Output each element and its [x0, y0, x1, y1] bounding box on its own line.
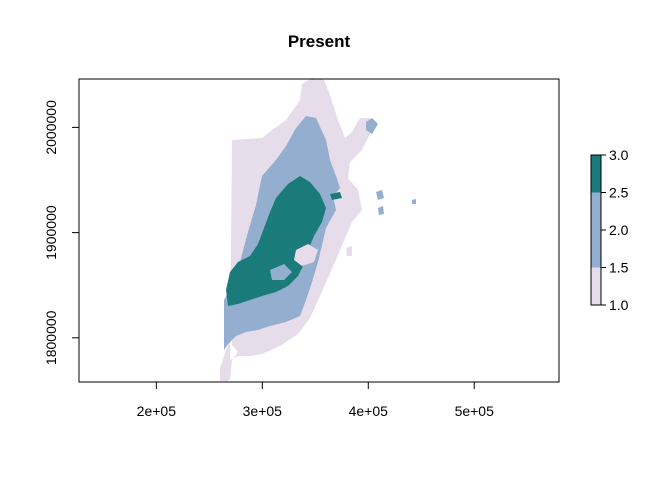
- raster-island: [376, 190, 384, 200]
- y-axis: 1800000 1900000 2000000: [43, 100, 80, 365]
- y-tick-label: 2000000: [43, 100, 59, 155]
- raster-class-3-region: [226, 176, 326, 306]
- legend-tick-label: 1.5: [609, 260, 629, 276]
- raster-island: [346, 246, 352, 256]
- raster-layer: [220, 78, 416, 381]
- legend-tick-label: 1.0: [609, 297, 629, 313]
- legend-color-bin: [591, 155, 601, 193]
- x-tick-label: 2e+05: [137, 403, 177, 419]
- x-tick-label: 5e+05: [455, 403, 495, 419]
- legend-tick-label: 2.0: [609, 222, 629, 238]
- y-tick-label: 1800000: [43, 310, 59, 365]
- raster-class-1-west-strip: [220, 142, 244, 381]
- raster-class-2-inclusion: [270, 264, 292, 280]
- legend-tick-label: 2.5: [609, 185, 629, 201]
- chart-title: Present: [288, 32, 351, 51]
- raster-island: [378, 206, 384, 215]
- x-tick-label: 3e+05: [243, 403, 283, 419]
- legend-color-bin: [591, 267, 601, 305]
- legend-color-bin: [591, 192, 601, 268]
- raster-island: [366, 118, 378, 134]
- legend-tick-label: 3.0: [609, 147, 629, 163]
- x-axis: 2e+05 3e+05 4e+05 5e+05: [137, 381, 495, 419]
- color-legend: 1.0 1.5 2.0 2.5 3.0: [590, 147, 629, 313]
- raster-class-1-inclusion: [294, 244, 318, 266]
- raster-island: [330, 192, 342, 200]
- y-tick-label: 1900000: [43, 205, 59, 260]
- raster-island: [412, 199, 416, 204]
- x-tick-label: 4e+05: [349, 403, 389, 419]
